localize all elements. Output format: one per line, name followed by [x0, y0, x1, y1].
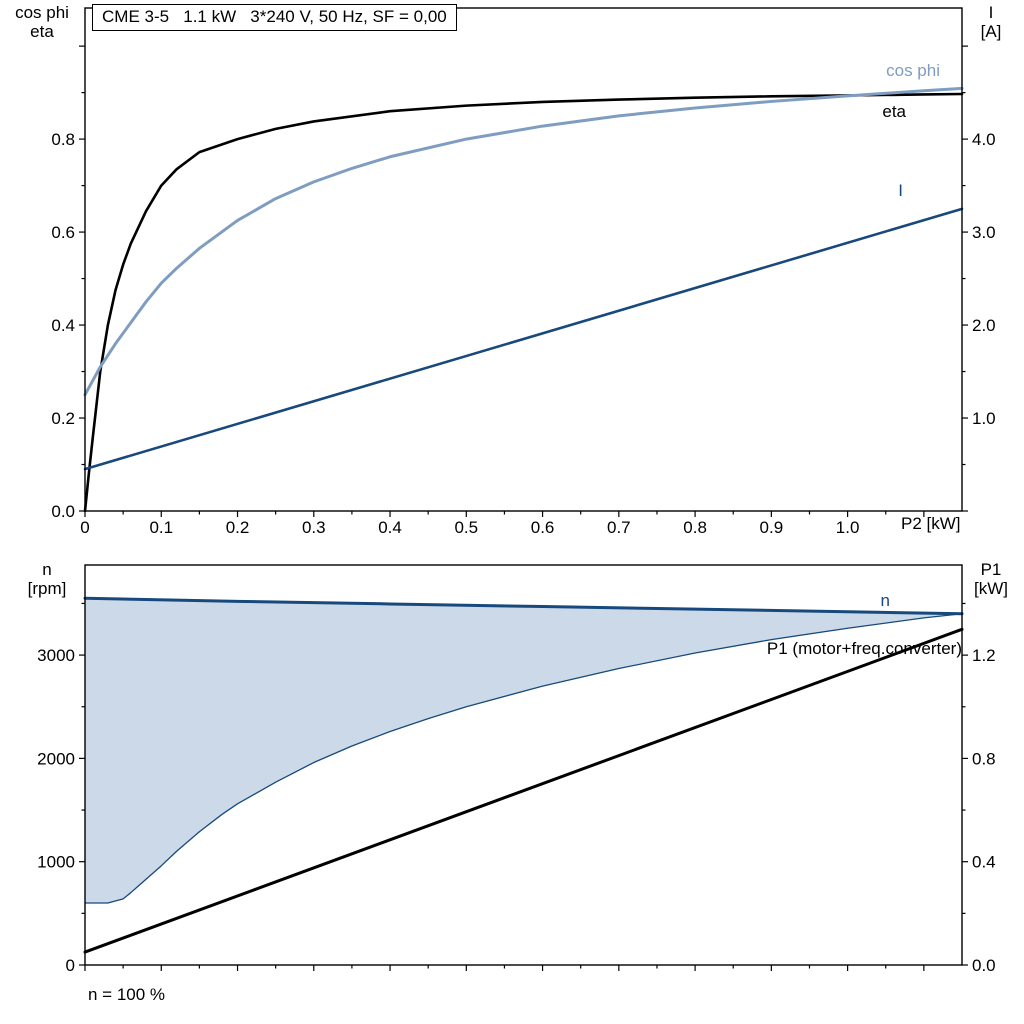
tick-label: 0.2 — [226, 518, 250, 537]
tick-label: 0.8 — [972, 749, 996, 768]
tick-label: 0.8 — [51, 130, 75, 149]
left-axis-title-rpm-unit: [rpm] — [27, 579, 67, 598]
series-eta — [83, 92, 964, 513]
left-axis-title-cosphi: cos phi — [15, 3, 69, 22]
tick-label: 0.3 — [302, 518, 326, 537]
plot-frame — [84, 564, 963, 966]
curve-label-eta: eta — [882, 102, 906, 121]
chart-1: 0 1000 2000 3000 0.0 0.4 0.8 1.2 — [37, 564, 996, 975]
top-left-axis-title: cos phi eta — [8, 3, 76, 41]
tick-label: 2.0 — [972, 316, 996, 335]
tick-label: 0.9 — [760, 518, 784, 537]
speed-range-area — [85, 598, 962, 904]
series-current — [83, 207, 964, 471]
top-right-axis-title: I [A] — [962, 3, 1020, 41]
tick-label: 0 — [80, 518, 89, 537]
left-axis-title-eta: eta — [30, 22, 54, 41]
tick-label: 1.2 — [972, 646, 996, 665]
tick-label: 1.0 — [836, 518, 860, 537]
curve-label-current: I — [898, 181, 903, 200]
tick-label: 0.4 — [378, 518, 402, 537]
tick-label: 0.6 — [51, 223, 75, 242]
tick-label: 0.5 — [454, 518, 478, 537]
tick-label: 0.1 — [149, 518, 173, 537]
right-axis-title-p1: P1 — [980, 560, 1002, 579]
tick-label: 0.8 — [683, 518, 707, 537]
curve-label-cos-phi: cos phi — [886, 61, 940, 80]
right-axis-title-current: I — [988, 3, 994, 22]
tick-label: 2000 — [37, 749, 75, 768]
left-axis-title-n: n — [42, 560, 52, 579]
curve-label-n: n — [880, 591, 890, 610]
x-axis-title-p2: P2 [kW] — [901, 514, 961, 533]
right-axis-title-current-unit: [A] — [980, 22, 1002, 41]
tick-label: 0.0 — [51, 502, 75, 521]
plot-frame — [84, 7, 963, 512]
series-n — [83, 596, 964, 616]
tick-label: 3.0 — [972, 223, 996, 242]
tick-label: 0.6 — [531, 518, 555, 537]
tick-label: 0.2 — [51, 409, 75, 428]
tick-label: 0.4 — [972, 853, 996, 872]
annotation-n-100-percent: n = 100 % — [88, 985, 166, 1004]
tick-label: 1.0 — [972, 409, 996, 428]
series-p1 — [83, 627, 964, 954]
chart-0: 0 0.1 0.2 0.3 0.4 0.5 0.6 0.7 0.8 0.9 1.0 0.0 0.2 0.4… — [51, 7, 996, 537]
tick-label: 0.0 — [972, 956, 996, 975]
series-n-lower-boundary — [84, 613, 963, 904]
tick-label: 0.4 — [51, 316, 75, 335]
bottom-left-axis-title: n [rpm] — [12, 560, 82, 598]
chart-title-box: CME 3-5 1.1 kW 3*240 V, 50 Hz, SF = 0,00 — [92, 4, 457, 31]
right-axis-title-p1-unit: [kW] — [974, 579, 1008, 598]
series-cos-phi — [83, 86, 964, 397]
bottom-right-axis-title: P1 [kW] — [962, 560, 1020, 598]
tick-label: 4.0 — [972, 130, 996, 149]
tick-label: 3000 — [37, 646, 75, 665]
tick-label: 0 — [66, 956, 75, 975]
tick-label: 0.7 — [607, 518, 631, 537]
curve-label-p1: P1 (motor+freq.converter) — [766, 639, 962, 658]
tick-label: 1000 — [37, 853, 75, 872]
